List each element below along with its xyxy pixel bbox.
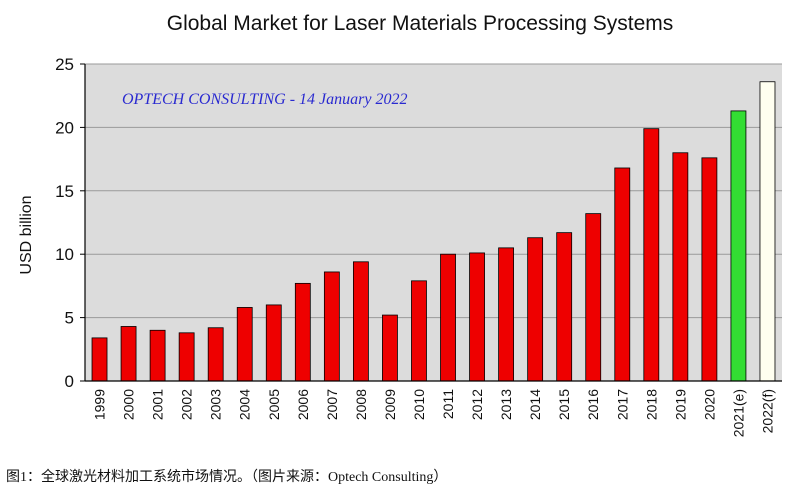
bar-2002 <box>178 332 195 382</box>
bar-2016 <box>585 213 602 382</box>
bar-2005 <box>265 304 282 382</box>
bar-2004 <box>236 307 253 382</box>
x-tick-label: 2010 <box>411 389 427 420</box>
x-tick-label: 2008 <box>353 389 369 420</box>
y-tick-label: 5 <box>65 309 74 328</box>
y-tick-label: 20 <box>55 118 74 137</box>
bar-2006 <box>294 282 311 382</box>
bar-2013 <box>498 247 515 382</box>
axes <box>84 64 782 382</box>
x-tick-label: 2000 <box>121 389 137 420</box>
x-tick-label: 2001 <box>150 389 166 420</box>
figure-caption: 图1：全球激光材料加工系统市场情况。（图片来源：Optech Consultin… <box>6 470 448 485</box>
x-tick-label: 2018 <box>643 389 659 420</box>
x-tick-label: 2014 <box>527 389 543 420</box>
bar-2000 <box>120 326 137 382</box>
bar-2012 <box>469 252 485 382</box>
x-tick-label: 2020 <box>701 389 717 420</box>
bar-2015 <box>556 232 573 382</box>
bar-1999 <box>91 337 108 382</box>
bar-2019 <box>672 152 689 382</box>
bar-2003 <box>207 327 224 382</box>
bar-2001 <box>149 329 166 382</box>
y-tick-label: 0 <box>65 372 74 391</box>
x-tick-label: 2012 <box>469 389 485 420</box>
bar-2010 <box>411 280 427 382</box>
x-tick-label: 2007 <box>324 389 340 420</box>
x-tick-label: 2013 <box>498 389 514 420</box>
bar-2021(e) <box>730 110 747 382</box>
x-tick-labels: 1999 2000 2001 2002 2003 2004 2005 2006 2007 2008… <box>92 389 776 437</box>
y-tick-label: 15 <box>55 182 74 201</box>
bar-2011 <box>440 253 456 382</box>
y-tick-label: 10 <box>55 245 74 264</box>
bar-2017 <box>614 167 631 382</box>
x-tick-label: 2011 <box>440 389 456 419</box>
chart-title: Global Market for Laser Materials Proces… <box>167 12 674 35</box>
x-tick-label: 2022(f) <box>759 389 775 433</box>
x-tick-label: 2019 <box>672 389 688 420</box>
bar-2014 <box>527 237 544 382</box>
x-tick-label: 2021(e) <box>730 389 746 437</box>
x-tick-label: 2005 <box>266 389 282 420</box>
bar-2022(f) <box>759 81 776 382</box>
bar-2009 <box>382 314 398 382</box>
y-tick-label: 25 <box>55 55 74 74</box>
x-tick-label: 2004 <box>237 389 253 420</box>
x-tick-label: 2006 <box>295 389 311 420</box>
x-tick-label: 1999 <box>92 389 108 420</box>
y-tick-labels: 0 5 10 15 20 25 <box>55 55 74 391</box>
source-annotation: OPTECH CONSULTING - 14 January 2022 <box>122 91 407 108</box>
grid-lines <box>80 63 782 382</box>
bar-2020 <box>701 157 718 382</box>
bar-2018 <box>643 128 660 382</box>
x-tick-label: 2015 <box>556 389 572 420</box>
x-tick-label: 2016 <box>585 389 601 420</box>
y-axis-label: USD billion <box>18 195 35 274</box>
x-tick-label: 2003 <box>208 389 224 420</box>
x-tick-label: 2002 <box>179 389 195 420</box>
x-tick-label: 2009 <box>382 389 398 420</box>
bar-2007 <box>323 271 340 382</box>
bar-2008 <box>352 261 369 382</box>
plot-area <box>85 64 782 381</box>
x-tick-label: 2017 <box>614 389 630 420</box>
